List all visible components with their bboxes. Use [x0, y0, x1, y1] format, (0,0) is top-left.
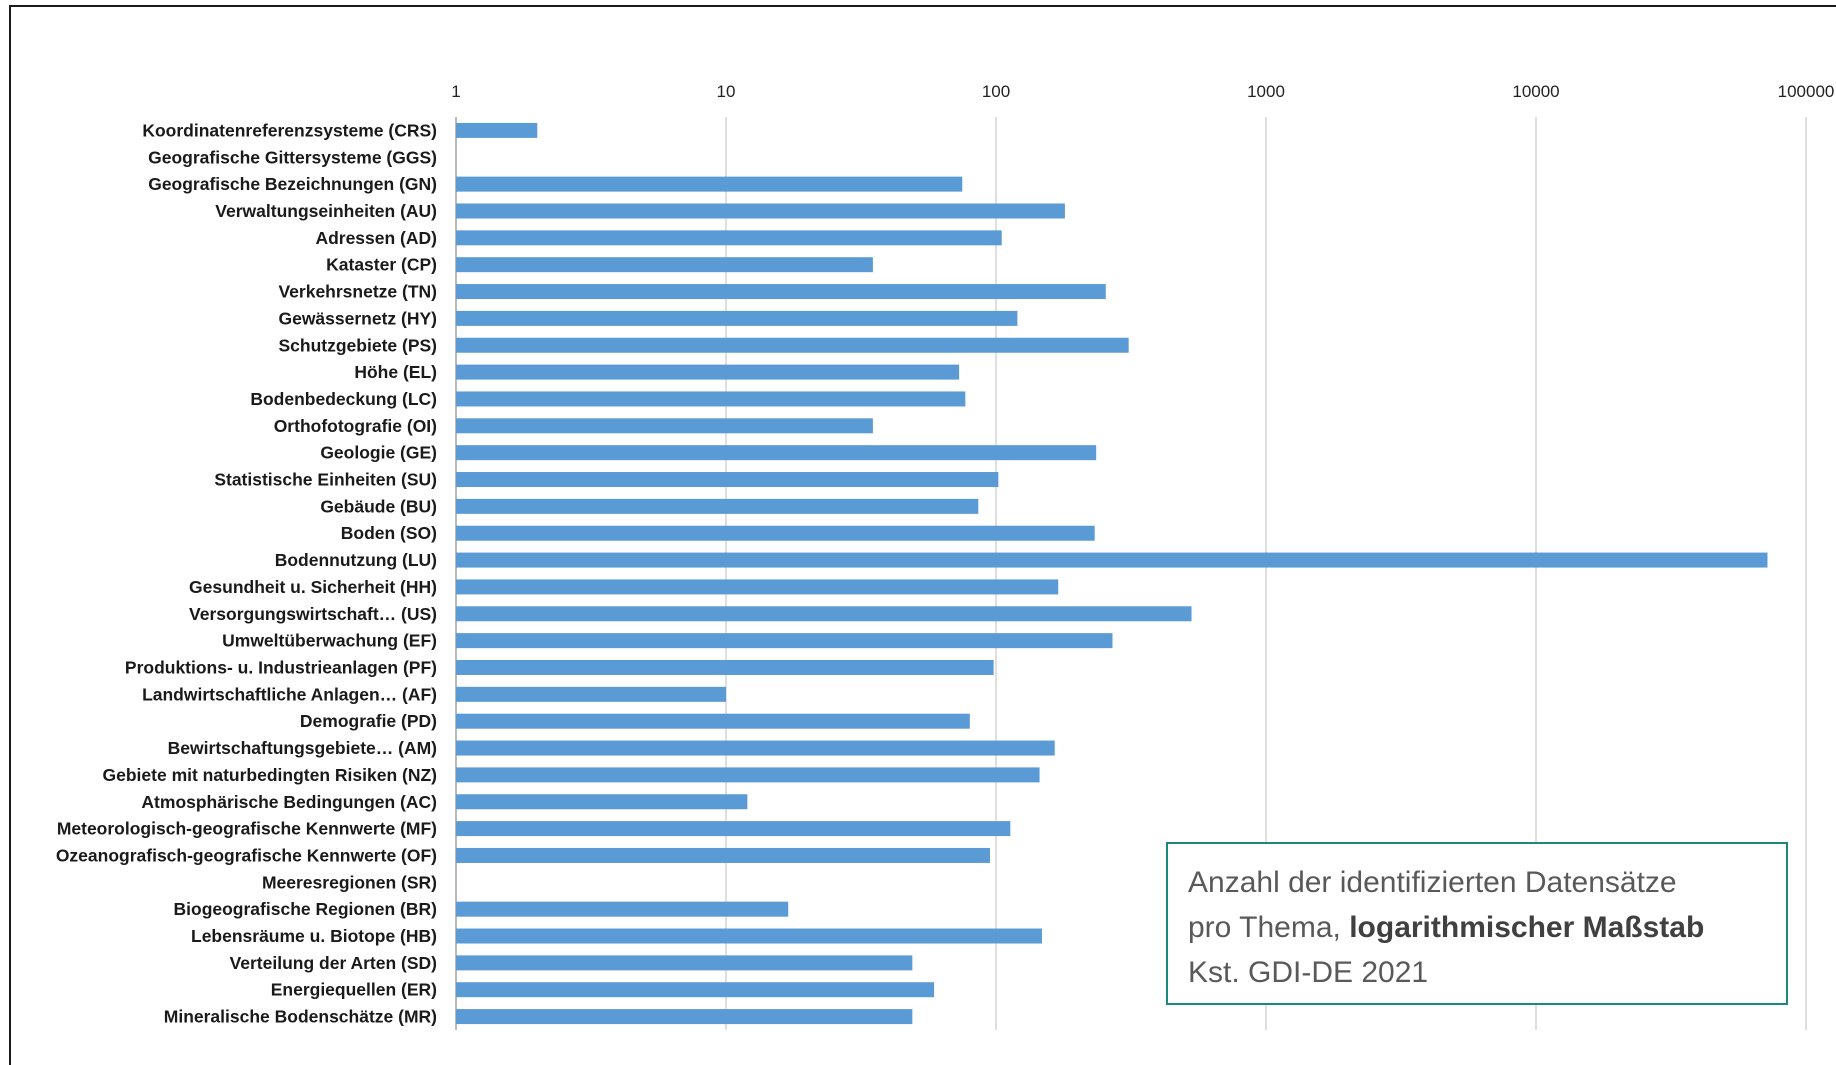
- bar: [456, 284, 1106, 300]
- bar: [456, 767, 1040, 783]
- x-tick-label: 1: [451, 82, 460, 101]
- bar: [456, 901, 789, 917]
- chart-frame: [9, 5, 1836, 1065]
- category-label: Bodenbedeckung (LC): [250, 389, 437, 409]
- bar: [456, 472, 999, 488]
- category-label: Mineralische Bodenschätze (MR): [164, 1007, 437, 1027]
- bar: [456, 659, 994, 675]
- bar: [456, 310, 1018, 326]
- category-label: Verteilung der Arten (SD): [230, 953, 437, 973]
- bar: [456, 257, 873, 273]
- bar: [456, 955, 913, 971]
- category-label: Verwaltungseinheiten (AU): [215, 201, 437, 221]
- bar: [456, 122, 538, 138]
- category-label: Versorgungswirtschaft… (US): [189, 604, 437, 624]
- x-tick-label: 10000: [1512, 82, 1559, 101]
- bar: [456, 982, 935, 998]
- category-label: Bodennutzung (LU): [275, 550, 437, 570]
- category-label: Demografie (PD): [300, 711, 437, 731]
- bar: [456, 606, 1192, 622]
- category-label: Geologie (GE): [320, 443, 437, 463]
- category-label: Geografische Gittersysteme (GGS): [148, 147, 437, 167]
- x-tick-label: 100: [982, 82, 1010, 101]
- bar: [456, 821, 1011, 837]
- caption-line-2-bold: logarithmischer Maßstab: [1349, 911, 1705, 944]
- category-label: Orthofotografie (OI): [274, 416, 437, 436]
- category-label: Höhe (EL): [354, 362, 437, 382]
- x-tick-label: 1000: [1247, 82, 1285, 101]
- bar: [456, 230, 1002, 246]
- category-label: Gebäude (BU): [320, 496, 437, 516]
- x-tick-label: 100000: [1778, 82, 1835, 101]
- bar: [456, 364, 960, 380]
- category-label: Ozeanografisch-geografische Kennwerte (O…: [56, 845, 437, 865]
- bar: [456, 418, 873, 434]
- category-label: Gebiete mit naturbedingten Risiken (NZ): [103, 765, 437, 785]
- x-tick-label: 10: [717, 82, 736, 101]
- caption-line-1: Anzahl der identifizierten Datensätze: [1188, 866, 1677, 899]
- category-label: Boden (SO): [341, 523, 437, 543]
- category-label: Produktions- u. Industrieanlagen (PF): [125, 657, 437, 677]
- category-label: Gesundheit u. Sicherheit (HH): [189, 577, 437, 597]
- category-label: Landwirtschaftliche Anlagen… (AF): [142, 684, 437, 704]
- category-label: Meteorologisch-geografische Kennwerte (M…: [57, 819, 437, 839]
- bar: [456, 740, 1055, 756]
- category-label: Umweltüberwachung (EF): [222, 631, 437, 651]
- bar: [456, 928, 1042, 944]
- bar: [456, 713, 970, 729]
- category-label: Gewässernetz (HY): [278, 308, 437, 328]
- bar: [456, 498, 979, 514]
- caption-line-3: Kst. GDI-DE 2021: [1188, 956, 1429, 989]
- bar: [456, 391, 966, 407]
- category-label: Koordinatenreferenzsysteme (CRS): [142, 120, 437, 140]
- bar: [456, 445, 1097, 461]
- bar: [456, 633, 1113, 649]
- category-label: Adressen (AD): [315, 228, 437, 248]
- bar: [456, 1009, 913, 1025]
- category-label: Energiequellen (ER): [271, 980, 437, 1000]
- category-label: Schutzgebiete (PS): [279, 335, 438, 355]
- bar: [456, 552, 1768, 568]
- category-label: Bewirtschaftungsgebiete… (AM): [168, 738, 437, 758]
- bar: [456, 794, 748, 810]
- bar: [456, 176, 963, 192]
- bar: [456, 203, 1065, 219]
- bar: [456, 337, 1129, 353]
- bar: [456, 579, 1059, 595]
- category-label: Statistische Einheiten (SU): [214, 470, 437, 490]
- category-label: Verkehrsnetze (TN): [278, 282, 437, 302]
- caption-line-2-prefix: pro Thema,: [1188, 911, 1350, 944]
- category-label: Atmosphärische Bedingungen (AC): [141, 792, 437, 812]
- chart-caption: Anzahl der identifizierten Datensätze pr…: [1166, 842, 1788, 1005]
- category-label: Geografische Bezeichnungen (GN): [148, 174, 437, 194]
- bar: [456, 525, 1095, 541]
- category-label: Kataster (CP): [326, 255, 437, 275]
- bar: [456, 686, 726, 702]
- category-label: Lebensräume u. Biotope (HB): [191, 926, 437, 946]
- bar: [456, 847, 990, 863]
- category-label: Biogeografische Regionen (BR): [174, 899, 438, 919]
- category-label: Meeresregionen (SR): [262, 872, 437, 892]
